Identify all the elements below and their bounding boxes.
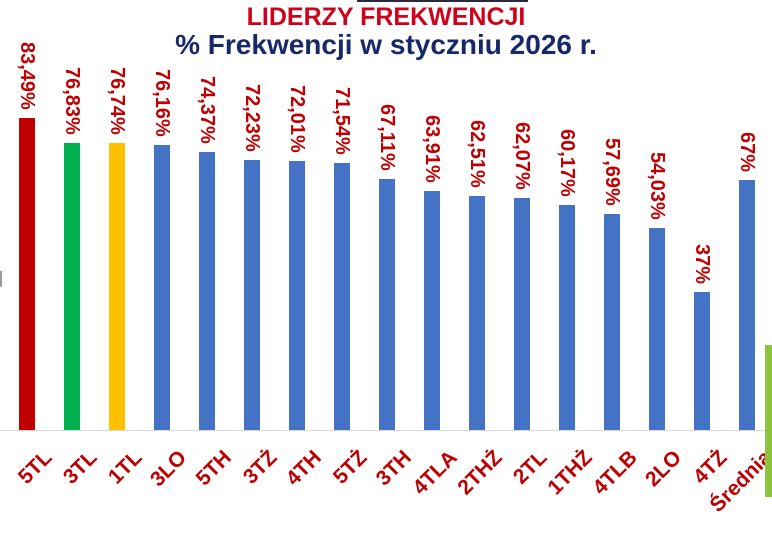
x-axis-label: 2LO xyxy=(641,446,687,492)
x-axis-label: 3LO xyxy=(146,446,192,492)
bar xyxy=(289,161,305,430)
bar-value-label: 71,54% xyxy=(331,87,353,155)
bar xyxy=(604,214,620,430)
bar-value-label: 72,01% xyxy=(286,85,308,153)
x-axis-label: 1TL xyxy=(103,446,147,489)
bar-value-label: 67% xyxy=(736,131,758,172)
bar-value-label: 62,51% xyxy=(466,120,488,188)
bar xyxy=(64,143,80,430)
bar xyxy=(469,196,485,430)
bar xyxy=(154,145,170,430)
bar xyxy=(334,163,350,430)
x-axis-label: 4TLB xyxy=(587,446,642,500)
bar-value-label: 83,49% xyxy=(16,42,38,110)
x-axis-label: 5TH xyxy=(191,446,237,491)
bar xyxy=(559,205,575,430)
bar-value-label: 60,17% xyxy=(556,129,578,197)
bar xyxy=(739,180,755,430)
clipped-left-artifact xyxy=(0,271,2,287)
bar-value-label: 63,91% xyxy=(421,115,443,183)
clipped-green-shape xyxy=(765,345,772,497)
bar-value-label: 72,23% xyxy=(241,84,263,152)
bar xyxy=(514,198,530,430)
x-axis-label: 1THŻ xyxy=(542,446,597,500)
bar-value-label: 54,03% xyxy=(646,152,668,220)
bar xyxy=(694,292,710,430)
bar-value-label: 76,83% xyxy=(61,67,83,135)
bar-value-label: 57,69% xyxy=(601,138,623,206)
bar xyxy=(649,228,665,430)
bar-value-label: 74,37% xyxy=(196,76,218,144)
x-axis-label: 4TLA xyxy=(407,446,462,500)
bar-value-label: 67,11% xyxy=(376,104,398,171)
bar-value-label: 37% xyxy=(691,243,713,284)
bar-value-label: 62,07% xyxy=(511,122,533,190)
x-axis-label: 4TH xyxy=(281,446,327,491)
x-axis-label: 2THŻ xyxy=(452,446,507,500)
bar xyxy=(109,143,125,430)
bar xyxy=(199,152,215,430)
x-axis-label: 3TŻ xyxy=(238,446,282,489)
bar xyxy=(244,160,260,430)
bar-value-label: 76,16% xyxy=(151,69,173,137)
bar xyxy=(424,191,440,430)
x-axis-line xyxy=(0,430,766,431)
bar xyxy=(379,179,395,430)
x-axis-label: 3TL xyxy=(58,446,102,489)
clipped-top-artifact xyxy=(357,0,528,2)
chart-title: LIDERZY FREKWENCJI xyxy=(246,3,526,31)
bar xyxy=(19,118,35,430)
bar-value-label: 76,74% xyxy=(106,67,128,135)
chart-subtitle: % Frekwencji w styczniu 2026 r. xyxy=(175,29,597,60)
x-axis-label: 5TL xyxy=(13,446,57,489)
x-axis-label: 5TŻ xyxy=(328,446,372,489)
